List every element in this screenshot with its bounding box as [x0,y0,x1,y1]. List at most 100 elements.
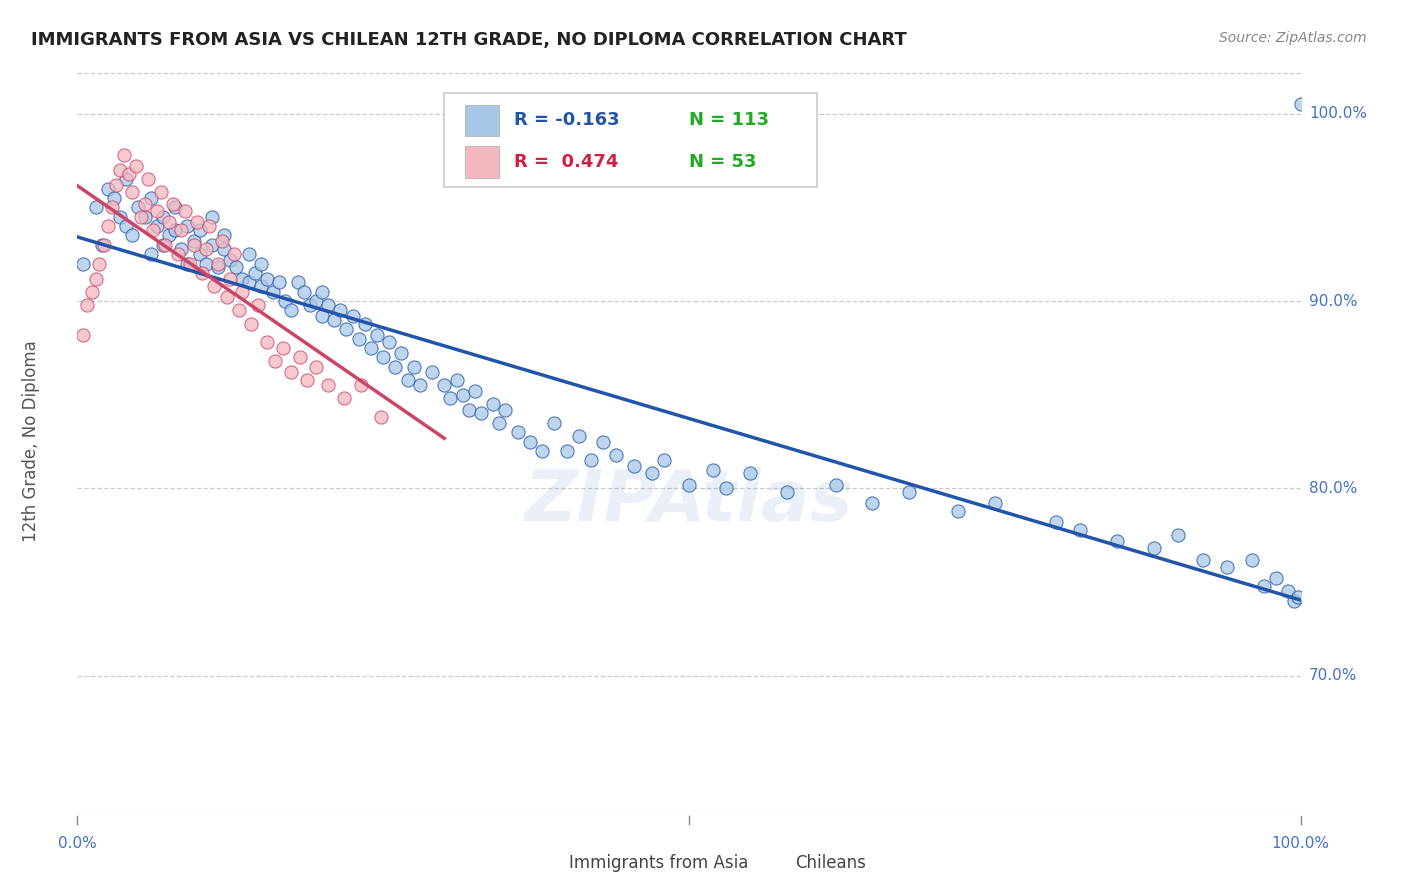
Point [378,335,401,350]
Point [115,172,138,186]
Point [347,331,370,345]
Point [1107,533,1129,548]
Point [396,373,419,387]
Text: ZIPAtlas: ZIPAtlas [524,467,853,536]
Point [1277,584,1299,599]
Point [127,200,149,214]
Bar [465,146,499,178]
Point [592,434,614,449]
Point [531,443,554,458]
Point [495,402,517,417]
Point [108,210,131,224]
Point [207,260,229,275]
Point [702,462,724,476]
Point [134,210,156,224]
Point [212,242,235,256]
Point [287,275,309,289]
Point [121,228,143,243]
Point [243,266,266,280]
Point [188,247,211,261]
Point [256,335,278,350]
Text: IMMIGRANTS FROM ASIA VS CHILEAN 12TH GRADE, NO DIPLOMA CORRELATION CHART: IMMIGRANTS FROM ASIA VS CHILEAN 12TH GRA… [31,31,907,49]
Point [256,271,278,285]
Point [543,416,565,430]
Point [371,350,394,364]
Point [188,223,211,237]
Point [451,387,474,401]
Point [824,477,846,491]
Point [115,219,138,233]
Text: Immigrants from Asia: Immigrants from Asia [569,855,748,872]
Point [470,407,492,421]
Point [152,237,174,252]
Point [157,215,180,229]
Point [121,186,143,200]
Point [250,256,273,270]
Point [112,148,135,162]
Text: Chileans: Chileans [796,855,866,872]
Point [97,219,120,233]
Point [740,467,762,481]
Point [946,504,969,518]
Point [176,256,198,270]
Point [155,237,177,252]
Point [329,303,352,318]
Point [238,247,260,261]
Point [350,378,373,392]
Point [292,285,315,299]
Point [183,237,205,252]
Point [194,256,217,270]
Point [297,373,319,387]
Point [146,204,169,219]
Point [136,172,159,186]
Point [202,279,225,293]
Point [568,429,591,443]
Point [457,402,479,417]
Point [157,228,180,243]
Bar [465,104,499,136]
Text: 100.0%: 100.0% [1271,836,1330,851]
Point [222,247,245,261]
Point [433,378,456,392]
Point [714,481,737,495]
Point [488,416,510,430]
Point [250,279,273,293]
Point [439,392,461,406]
Point [305,359,328,374]
Point [316,378,339,392]
Point [134,196,156,211]
Point [174,204,197,219]
Point [162,196,184,211]
Point [402,359,425,374]
Point [89,256,111,270]
Point [100,200,122,214]
Point [678,477,700,491]
Point [1216,560,1239,574]
Point [370,410,392,425]
Point [179,256,201,270]
Point [186,215,208,229]
Point [409,378,432,392]
Text: R = -0.163: R = -0.163 [515,112,620,129]
Point [862,496,884,510]
Point [238,275,260,289]
Point [108,162,131,177]
Point [623,458,645,473]
Point [97,181,120,195]
Point [555,443,578,458]
Point [240,317,263,331]
Point [146,219,169,233]
Point [165,223,187,237]
Point [118,167,141,181]
Point [212,228,235,243]
Point [776,485,799,500]
Point [506,425,529,439]
Point [84,200,107,214]
Text: 70.0%: 70.0% [1309,668,1357,683]
Point [641,467,664,481]
Point [201,237,224,252]
Point [1045,515,1067,529]
Point [191,266,214,280]
Point [333,392,356,406]
Point [519,434,541,449]
